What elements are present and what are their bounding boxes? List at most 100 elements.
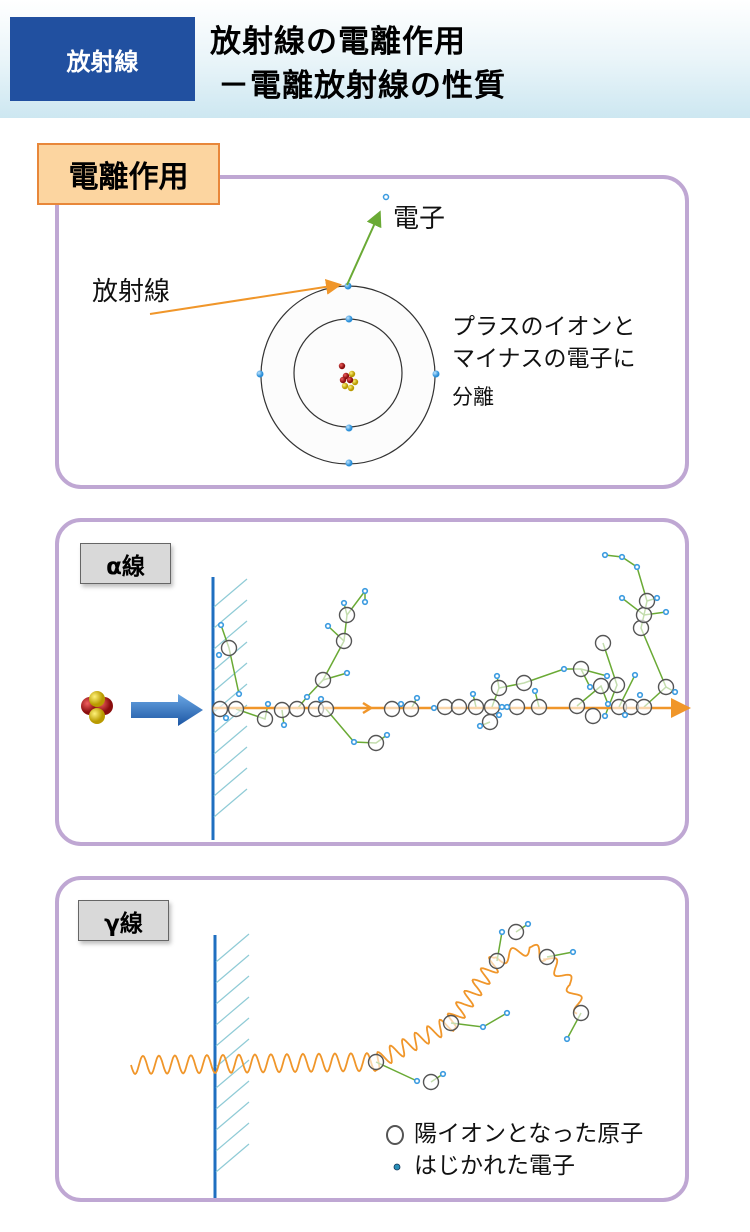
ionized-atom-icon <box>572 660 590 678</box>
page-title-line1: 放射線の電離作用 <box>210 24 466 60</box>
radiation-label: 放射線 <box>92 277 171 307</box>
ionized-atom-icon <box>220 639 238 657</box>
wall-hatch <box>215 975 250 1005</box>
legend-ion-icon <box>386 1125 404 1145</box>
ionized-atom-icon <box>317 700 335 718</box>
alpha-label: α線 <box>80 543 171 584</box>
electron-icon <box>479 1023 487 1031</box>
ejected-electron-arrow <box>346 210 382 286</box>
legend-electron-label: はじかれた電子 <box>414 1153 575 1179</box>
wall-hatch <box>213 767 248 797</box>
electron-icon <box>586 683 594 691</box>
ionized-atom-icon <box>507 923 525 941</box>
electron-icon <box>524 920 532 928</box>
electron-icon <box>361 598 369 606</box>
ionized-atom-icon <box>402 700 420 718</box>
nucleus-particle <box>346 376 354 384</box>
nucleus-particle <box>338 362 346 370</box>
electron-icon <box>498 703 506 711</box>
wall-hatch <box>215 996 250 1026</box>
nucleus-particle <box>348 370 356 378</box>
electron-icon <box>631 671 639 679</box>
wall-hatch <box>213 662 248 692</box>
ionized-atom-icon <box>467 698 485 716</box>
electron-icon <box>618 594 626 602</box>
electron-icon <box>531 687 539 695</box>
electron-icon <box>503 703 511 711</box>
ionized-atom-icon <box>338 606 356 624</box>
ionized-atom-icon <box>227 700 245 718</box>
wall-hatch <box>215 1080 250 1110</box>
electron-icon <box>601 712 609 720</box>
electron-icon <box>217 621 225 629</box>
electron-icon <box>636 691 644 699</box>
ionized-atom-icon <box>367 734 385 752</box>
alpha-track-graphic <box>81 551 691 840</box>
orbital-electron-icon <box>345 315 353 323</box>
nucleus-particle <box>351 378 359 386</box>
electron-track <box>604 554 667 688</box>
ionization-description-3: 分離 <box>452 385 494 409</box>
electron-icon <box>603 672 611 680</box>
gamma-label: γ線 <box>78 900 169 941</box>
legend-electron-icon <box>393 1163 401 1171</box>
ionized-atom-icon <box>635 698 653 716</box>
electron-icon <box>495 711 503 719</box>
electron-icon <box>633 563 641 571</box>
alpha-particle-icon <box>89 708 105 724</box>
electron-icon <box>397 700 405 708</box>
electron-track <box>450 1012 508 1028</box>
wall-hatch <box>213 578 248 608</box>
ionized-atom-icon <box>450 698 468 716</box>
orbital-electron-icon <box>432 370 440 378</box>
electron-icon <box>601 551 609 559</box>
wall-hatch <box>215 954 250 984</box>
electron-icon <box>280 721 288 729</box>
ionized-atom-icon <box>594 634 612 652</box>
electron-icon <box>317 695 325 703</box>
gamma-wave <box>130 943 583 1076</box>
wall-hatch <box>213 620 248 650</box>
orbital-electron-icon <box>345 424 353 432</box>
electron-icon <box>621 711 629 719</box>
electron-icon <box>476 722 484 730</box>
gamma-track-graphic <box>130 920 590 1198</box>
ionized-atom-icon <box>584 707 602 725</box>
alpha-particle-icon <box>89 691 105 707</box>
electron-icon <box>604 700 612 708</box>
ionized-atom-icon <box>488 952 506 970</box>
incoming-arrow-icon <box>131 694 203 726</box>
nucleus-particle <box>339 376 347 384</box>
ionized-atom-icon <box>635 606 653 624</box>
ionized-atom-icon <box>592 677 610 695</box>
wall-hatch <box>213 788 248 818</box>
page-title-line2: －電離放射線の性質 <box>218 68 506 104</box>
electron-icon <box>618 553 626 561</box>
electron-icon <box>469 690 477 698</box>
electron-icon <box>413 1077 421 1085</box>
ionized-atom-icon <box>211 700 229 718</box>
electron-icon <box>264 700 272 708</box>
wall-hatch <box>215 1122 250 1152</box>
electron-icon <box>430 704 438 712</box>
electron-icon <box>560 665 568 673</box>
ionized-atom-icon <box>530 698 548 716</box>
electron-icon <box>303 693 311 701</box>
electron-icon <box>324 622 332 630</box>
ionized-atom-icon <box>538 948 556 966</box>
electron-icon <box>350 738 358 746</box>
ionized-atom-icon <box>314 671 332 689</box>
nucleus-particle <box>341 382 349 390</box>
ionized-atom-icon <box>515 674 533 692</box>
legend-ion-label: 陽イオンとなった原子 <box>414 1121 644 1147</box>
category-badge: 放射線 <box>10 17 195 101</box>
ionized-atom-icon <box>288 700 306 718</box>
electron-icon <box>343 669 351 677</box>
electron-label: 電子 <box>393 204 446 234</box>
electron-icon <box>498 928 506 936</box>
ejected-electron-icon <box>382 193 390 201</box>
ionized-atom-icon <box>568 697 586 715</box>
ionization-label: 電離作用 <box>37 143 220 205</box>
wall-hatch <box>213 746 248 776</box>
